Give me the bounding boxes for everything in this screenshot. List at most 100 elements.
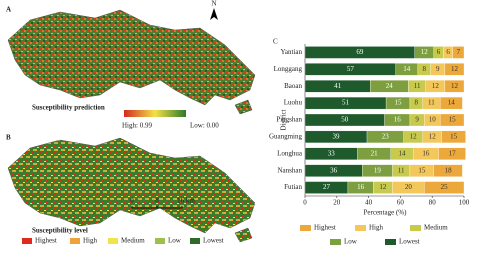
data-label: 7 (457, 48, 461, 56)
legend-swatch (108, 238, 118, 244)
legend-swatch (330, 239, 341, 245)
data-label: 11 (398, 166, 405, 174)
data-label: 12 (410, 132, 418, 140)
data-label: 41 (334, 82, 342, 90)
x-tick-label: 60 (397, 199, 405, 207)
data-label: 23 (382, 132, 390, 140)
data-label: 15 (449, 116, 457, 124)
data-label: 27 (323, 183, 331, 191)
data-label: 8 (415, 99, 419, 107)
data-label: 14 (403, 65, 411, 73)
legend-label: Medium (424, 224, 448, 232)
data-label: 14 (398, 149, 406, 157)
map-shape (7, 9, 256, 115)
data-label: 10 (429, 116, 437, 124)
data-label: 69 (356, 48, 364, 56)
bar-segment (433, 164, 463, 177)
legend-swatch (410, 225, 421, 231)
y-tick-label: Longgang (274, 65, 303, 73)
bar-segment (452, 46, 465, 59)
legend-swatch (190, 238, 200, 244)
legend-swatch (355, 225, 366, 231)
data-label: 9 (436, 65, 440, 73)
bar-segment (444, 63, 465, 76)
legend-label: Low (344, 238, 358, 246)
data-label: 16 (357, 183, 365, 191)
data-label: 8 (423, 65, 427, 73)
map-a: A N Susceptibility prediction High: 0.99… (6, 0, 256, 130)
legend-swatch (22, 238, 32, 244)
bar-segment (424, 181, 465, 194)
legend-label: Lowest (203, 237, 224, 245)
panel-label: A (6, 6, 11, 14)
x-axis-title: Percentage (%) (364, 209, 408, 217)
data-label: 14 (448, 99, 456, 107)
data-label: 18 (445, 166, 453, 174)
ramp-high: High: 0.99 (122, 122, 152, 130)
y-axis-title: District (280, 109, 288, 130)
data-label: 21 (371, 149, 379, 157)
north-label: N (211, 0, 216, 8)
legend-label: Highest (314, 224, 336, 232)
bar-segment (439, 113, 465, 127)
data-label: 6 (446, 48, 450, 56)
data-label: 12 (429, 132, 437, 140)
data-label: 51 (342, 99, 350, 107)
data-label: 24 (386, 82, 394, 90)
north-arrow (210, 8, 218, 20)
x-tick-label: 100 (459, 199, 470, 207)
data-label: 16 (422, 149, 430, 157)
bar-segment (438, 147, 466, 160)
legend-label: Lowest (399, 238, 420, 246)
data-label: 11 (414, 82, 421, 90)
legend-title: Susceptibility level (32, 227, 88, 235)
y-tick-label: Futian (284, 183, 302, 191)
panel-label: C (273, 38, 278, 46)
panel-label: B (6, 134, 11, 142)
bar-segment (439, 96, 463, 110)
data-label: 6 (437, 48, 441, 56)
scale-label: 0 (130, 197, 134, 205)
legend-swatch (155, 238, 165, 244)
data-label: 15 (418, 166, 426, 174)
data-label: 11 (428, 99, 435, 107)
color-ramp (124, 110, 186, 117)
y-tick-label: Luohu (284, 99, 303, 107)
legend-swatch (385, 239, 396, 245)
data-label: 12 (379, 183, 387, 191)
legend-label: Highest (35, 237, 57, 245)
map-b: B 0 8 16 km Susceptibility level Highest… (6, 134, 256, 245)
legend-title: Susceptibility prediction (32, 104, 105, 112)
data-label: 57 (347, 65, 355, 73)
data-label: 9 (415, 116, 419, 124)
scale-label: 8 (155, 197, 159, 205)
data-label: 36 (330, 166, 338, 174)
y-tick-label: Guangming (269, 132, 303, 140)
data-label: 16 (394, 116, 402, 124)
bar-segment (444, 80, 465, 93)
legend-label: Low (168, 237, 182, 245)
data-label: 12 (421, 48, 429, 56)
x-tick-label: 20 (333, 199, 341, 207)
data-label: 12 (451, 82, 459, 90)
data-label: 12 (451, 65, 459, 73)
y-tick-label: Nanshan (278, 166, 303, 174)
legend-label: Medium (121, 237, 145, 245)
legend-label: High (83, 237, 98, 245)
legend-swatch (70, 238, 80, 244)
y-tick-label: Pingshan (276, 116, 302, 124)
data-label: 12 (432, 82, 440, 90)
legend-label: High (369, 224, 384, 232)
y-tick-label: Baoan (284, 82, 302, 90)
data-label: 50 (341, 116, 349, 124)
data-label: 33 (328, 149, 336, 157)
data-label: 25 (441, 183, 449, 191)
legend-swatch (300, 225, 311, 231)
chart: C District Percentage (%) 0 20 40 60 80 100 Ya… (269, 38, 470, 246)
data-label: 20 (405, 183, 413, 191)
data-label: 19 (374, 166, 382, 174)
y-tick-label: Longhua (277, 149, 303, 157)
data-label: 15 (450, 132, 458, 140)
y-tick-label: Yantian (281, 48, 303, 56)
